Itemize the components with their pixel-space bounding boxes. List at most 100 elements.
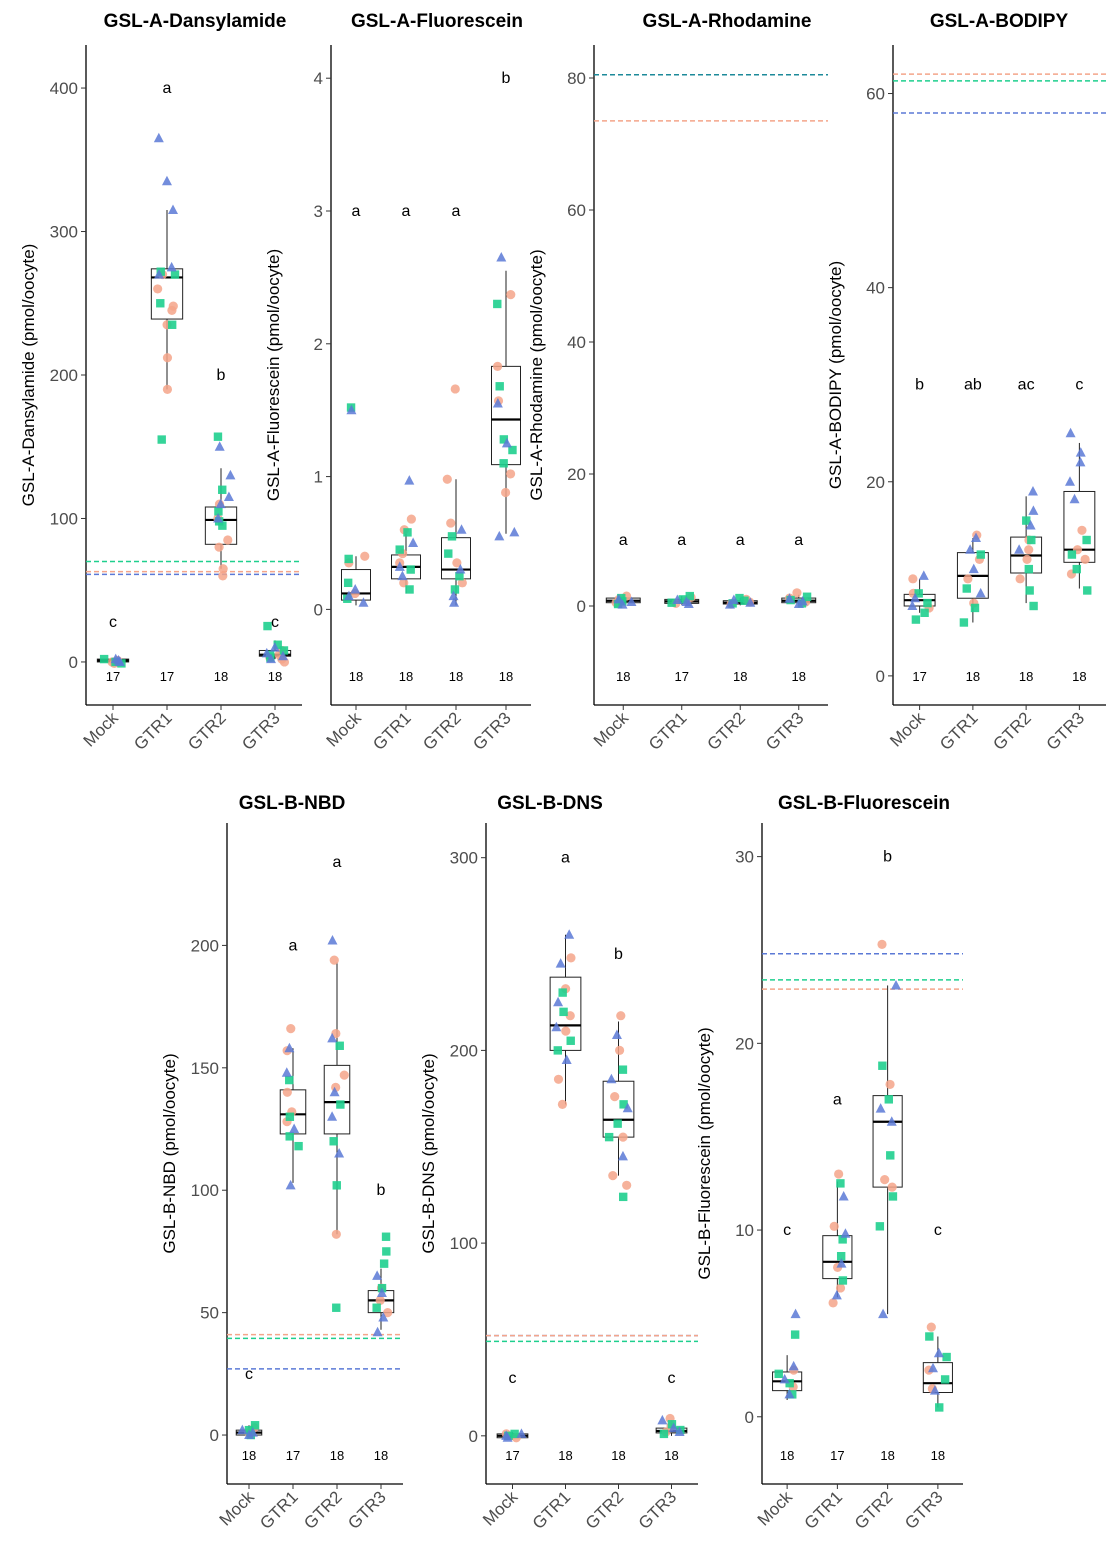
data-point-triangle xyxy=(724,599,735,609)
data-point-triangle xyxy=(831,1289,842,1300)
y-tick-label: 60 xyxy=(866,85,885,104)
data-point-square xyxy=(285,1112,295,1121)
y-tick-label: 20 xyxy=(866,473,885,492)
data-point-triangle xyxy=(975,587,986,598)
data-point-triangle xyxy=(672,594,683,605)
sample-size-label: 18 xyxy=(1019,669,1033,684)
data-point-triangle xyxy=(214,441,225,451)
data-point-triangle xyxy=(492,398,503,408)
data-point-triangle xyxy=(284,1042,295,1053)
significance-letter: a xyxy=(619,532,628,549)
y-tick-label: 0 xyxy=(69,653,78,672)
data-point-triangle xyxy=(613,593,624,604)
data-point-square xyxy=(667,1420,677,1429)
data-point-triangle xyxy=(501,437,512,448)
x-tick-label: Mock xyxy=(886,708,929,751)
y-tick-label: 300 xyxy=(450,849,478,868)
data-point-triangle xyxy=(496,251,507,262)
data-point-square xyxy=(553,1046,562,1055)
data-point-circle xyxy=(829,1221,839,1231)
box xyxy=(1063,490,1096,563)
data-point-triangle xyxy=(289,1123,300,1134)
data-point-square xyxy=(942,1352,951,1362)
panel-title: GSL-A-Dansylamide xyxy=(104,11,287,32)
data-point-triangle xyxy=(376,1287,387,1298)
data-point-square xyxy=(790,1330,800,1339)
y-tick-label: 30 xyxy=(735,848,754,867)
data-point-square xyxy=(678,595,688,604)
data-point-triangle xyxy=(334,1148,345,1158)
y-tick-label: 200 xyxy=(450,1041,478,1060)
data-point-triangle xyxy=(878,1308,889,1319)
data-point-triangle xyxy=(622,1102,633,1113)
data-point-square xyxy=(959,618,969,627)
data-point-triangle xyxy=(626,596,637,607)
data-point-circle xyxy=(339,1070,349,1080)
data-point-triangle xyxy=(836,1258,847,1268)
data-point-square xyxy=(976,550,985,559)
sample-size-label: 18 xyxy=(1072,669,1086,684)
data-point-circle xyxy=(877,939,887,949)
data-point-circle xyxy=(505,469,516,479)
y-axis-label: GSL-A-Fluorescein (pmol/oocyte) xyxy=(264,249,283,501)
x-tick-label: GTR3 xyxy=(762,708,807,753)
panel-5: GSL-B-NBD 0 50 100 150 200 GSL-B-NBD (pmol/ooc… xyxy=(160,793,403,1533)
data-point-square xyxy=(1027,535,1036,545)
data-point-square xyxy=(379,1259,389,1268)
box xyxy=(341,569,371,601)
data-point-square xyxy=(970,603,980,613)
data-point-square xyxy=(836,1251,846,1261)
data-point-circle xyxy=(406,514,416,524)
data-point-square xyxy=(332,1181,341,1190)
data-point-triangle xyxy=(516,1428,527,1438)
data-point-circle xyxy=(282,1087,292,1097)
x-tick-label: Mock xyxy=(80,708,123,751)
data-point-circle xyxy=(214,542,224,552)
data-point-triangle xyxy=(1069,493,1080,504)
data-point-square xyxy=(920,608,929,617)
data-point-square xyxy=(508,445,517,455)
data-point-square xyxy=(294,1141,303,1151)
x-tick-label: GTR1 xyxy=(256,1487,301,1532)
data-point-triangle xyxy=(161,175,172,186)
data-point-triangle xyxy=(494,530,505,541)
sample-size-label: 18 xyxy=(449,669,463,684)
data-point-square xyxy=(613,599,623,609)
significance-letter: c xyxy=(109,614,117,631)
data-point-triangle xyxy=(674,1426,685,1436)
x-tick-label: Mock xyxy=(323,708,366,751)
data-point-square xyxy=(273,640,282,649)
data-point-circle xyxy=(500,487,511,498)
data-point-square xyxy=(618,1065,628,1074)
data-point-square xyxy=(1083,586,1092,595)
significance-letter: b xyxy=(915,377,924,394)
data-point-square xyxy=(285,1132,294,1141)
data-point-triangle xyxy=(509,526,520,537)
sample-size-label: 18 xyxy=(611,1448,625,1463)
data-point-circle xyxy=(375,1295,385,1305)
data-point-square xyxy=(213,432,223,441)
data-point-triangle xyxy=(225,469,236,480)
data-point-square xyxy=(886,1151,895,1160)
data-point-triangle xyxy=(933,1347,944,1358)
panel-title: GSL-A-Fluorescein xyxy=(351,11,523,32)
sample-size-label: 17 xyxy=(505,1448,519,1463)
data-point-circle xyxy=(553,1074,564,1084)
data-point-triangle xyxy=(564,929,575,939)
data-point-triangle xyxy=(1028,505,1039,515)
sample-size-label: 18 xyxy=(616,669,630,684)
data-point-square xyxy=(878,1061,887,1070)
panel-title: GSL-B-Fluorescein xyxy=(778,793,950,814)
data-point-triangle xyxy=(408,537,419,547)
data-point-square xyxy=(372,1303,381,1312)
data-point-triangle xyxy=(1075,456,1086,467)
sample-size-label: 18 xyxy=(966,669,980,684)
data-point-triangle xyxy=(449,597,460,607)
data-point-triangle xyxy=(784,1388,795,1399)
sample-size-label: 18 xyxy=(780,1448,794,1463)
data-point-circle xyxy=(610,1092,620,1102)
x-tick-label: Mock xyxy=(590,708,633,751)
data-point-square xyxy=(335,1041,344,1050)
data-point-circle xyxy=(1022,554,1032,565)
